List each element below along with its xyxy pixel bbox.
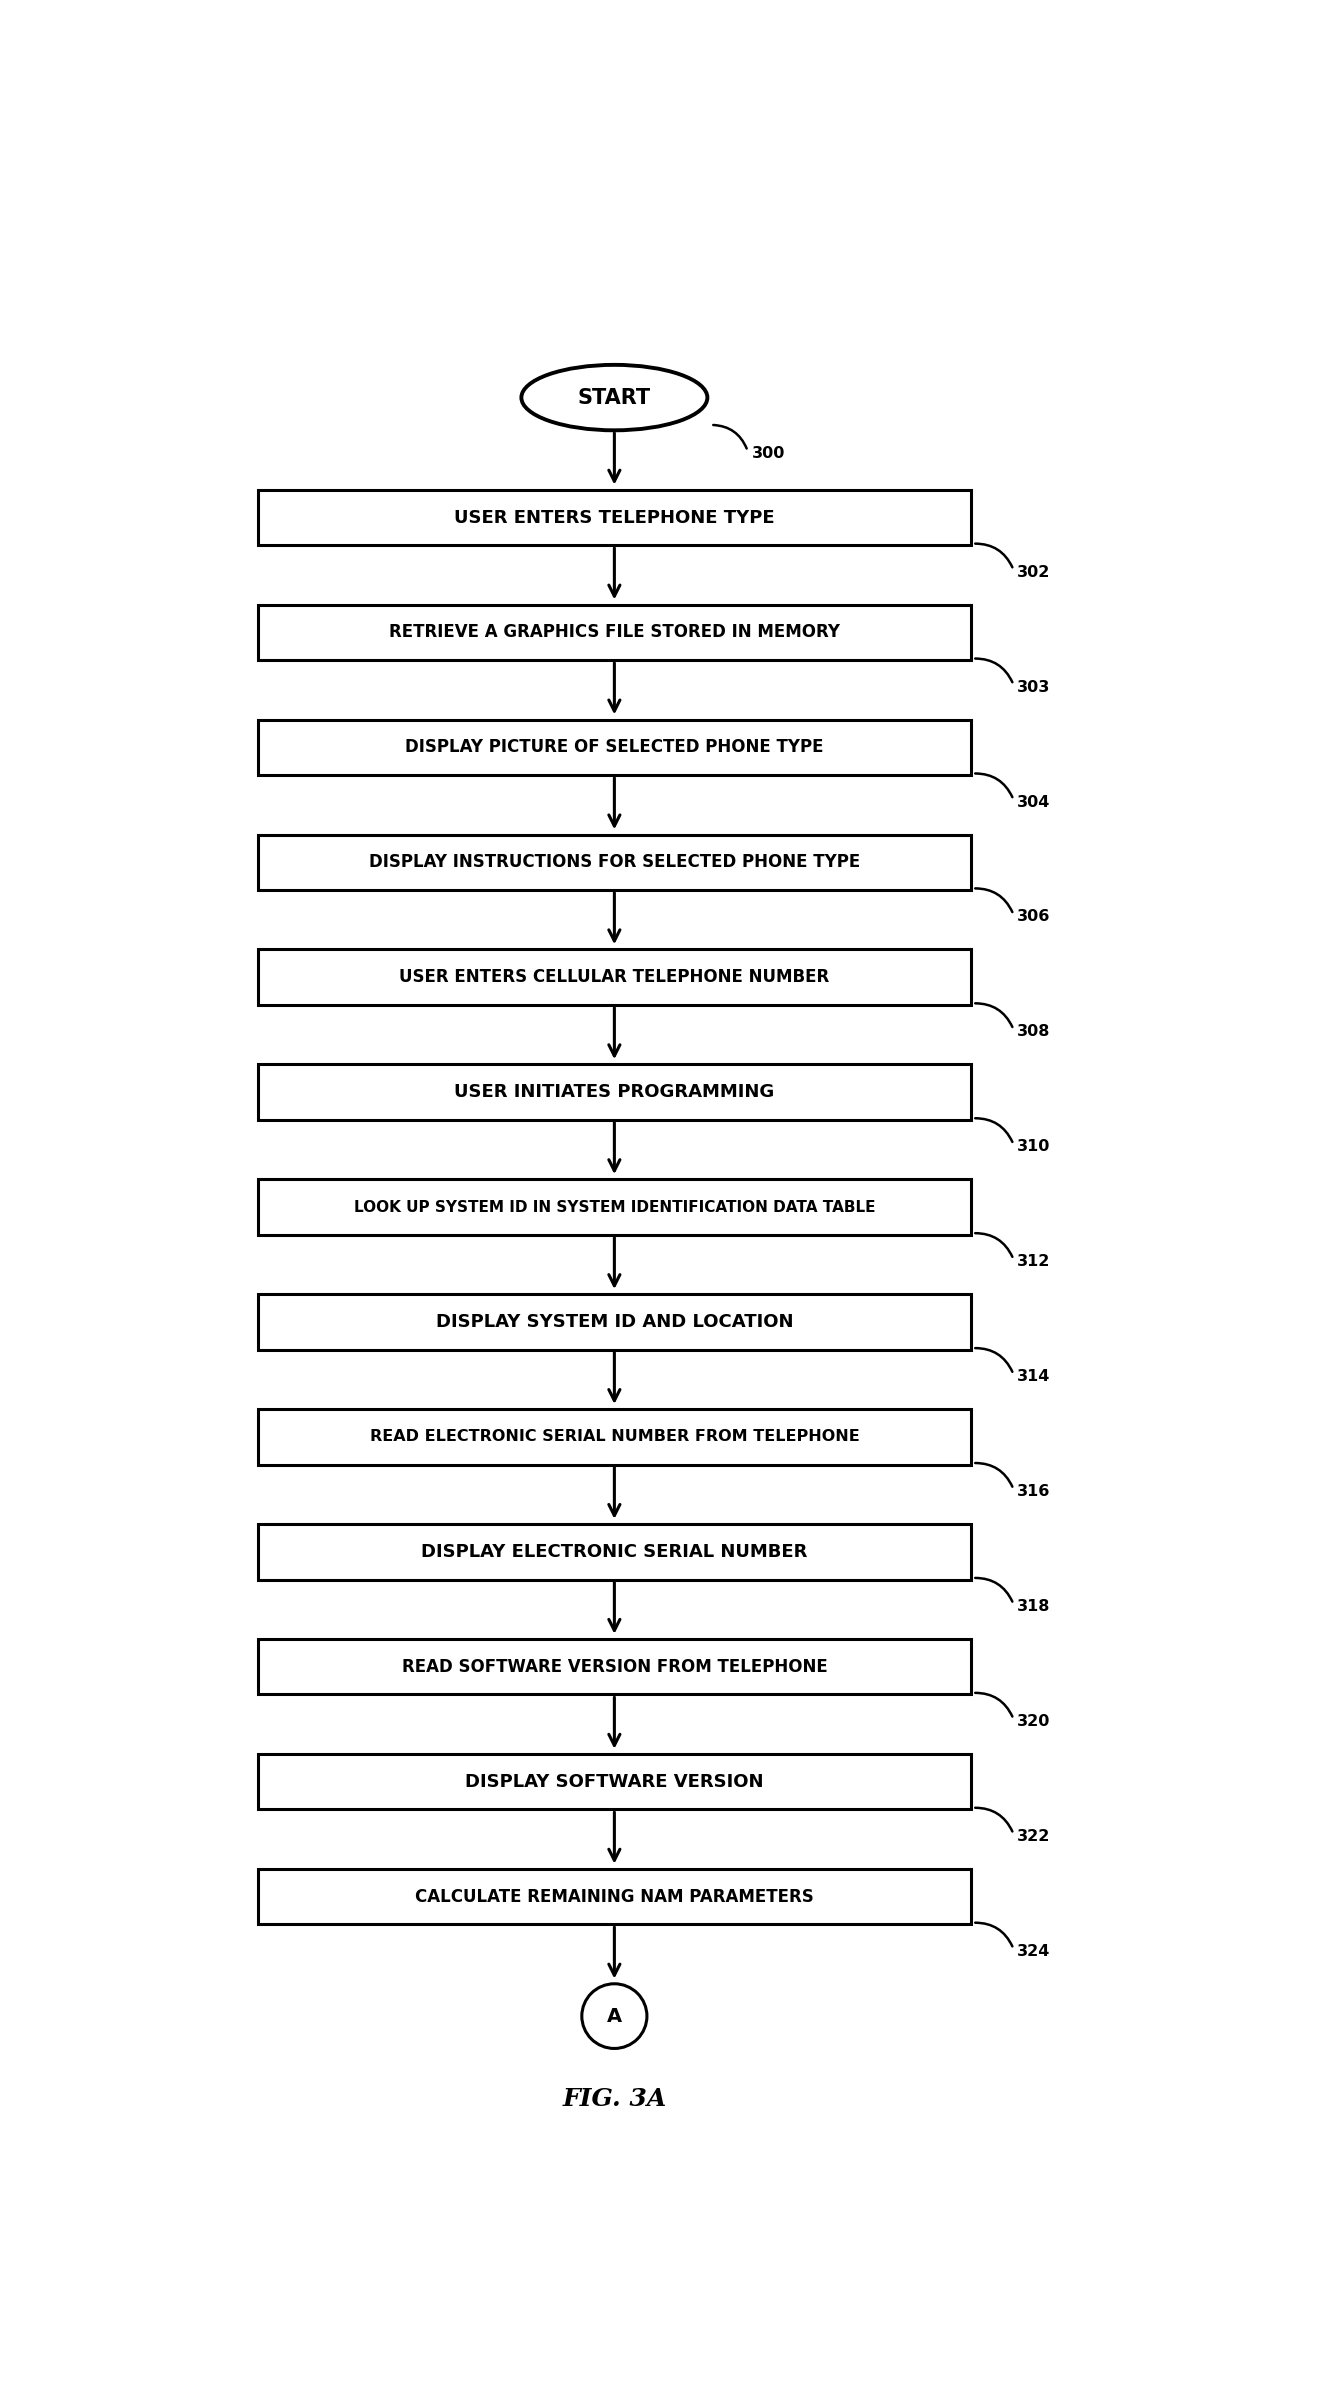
Text: 314: 314 <box>1017 1369 1051 1384</box>
Text: 303: 303 <box>1017 680 1051 694</box>
Text: 300: 300 <box>752 447 785 461</box>
Bar <box>259 1064 971 1119</box>
Ellipse shape <box>521 365 707 430</box>
Bar <box>259 1638 971 1693</box>
Text: LOOK UP SYSTEM ID IN SYSTEM IDENTIFICATION DATA TABLE: LOOK UP SYSTEM ID IN SYSTEM IDENTIFICATI… <box>353 1199 874 1215</box>
Text: 304: 304 <box>1017 795 1051 809</box>
Text: DISPLAY ELECTRONIC SERIAL NUMBER: DISPLAY ELECTRONIC SERIAL NUMBER <box>421 1542 807 1561</box>
Text: 320: 320 <box>1017 1715 1051 1729</box>
Text: A: A <box>607 2006 623 2025</box>
Text: USER ENTERS CELLULAR TELEPHONE NUMBER: USER ENTERS CELLULAR TELEPHONE NUMBER <box>400 968 830 987</box>
Text: 308: 308 <box>1017 1023 1051 1040</box>
Text: DISPLAY PICTURE OF SELECTED PHONE TYPE: DISPLAY PICTURE OF SELECTED PHONE TYPE <box>405 737 823 757</box>
Bar <box>259 1525 971 1581</box>
Text: RETRIEVE A GRAPHICS FILE STORED IN MEMORY: RETRIEVE A GRAPHICS FILE STORED IN MEMOR… <box>389 625 840 641</box>
Bar <box>259 1753 971 1809</box>
Bar <box>259 1410 971 1465</box>
Bar <box>259 721 971 776</box>
Text: 324: 324 <box>1017 1943 1051 1958</box>
Text: CALCULATE REMAINING NAM PARAMETERS: CALCULATE REMAINING NAM PARAMETERS <box>415 1888 814 1905</box>
Text: 312: 312 <box>1017 1254 1051 1268</box>
Text: 316: 316 <box>1017 1484 1051 1499</box>
Text: 310: 310 <box>1017 1139 1051 1155</box>
Text: DISPLAY SYSTEM ID AND LOCATION: DISPLAY SYSTEM ID AND LOCATION <box>435 1314 793 1331</box>
Bar <box>259 1869 971 1924</box>
Text: READ ELECTRONIC SERIAL NUMBER FROM TELEPHONE: READ ELECTRONIC SERIAL NUMBER FROM TELEP… <box>369 1429 859 1444</box>
Bar <box>259 949 971 1004</box>
Text: 306: 306 <box>1017 910 1051 925</box>
Bar <box>259 1295 971 1350</box>
Text: 322: 322 <box>1017 1828 1051 1845</box>
Bar <box>259 490 971 545</box>
Text: USER ENTERS TELEPHONE TYPE: USER ENTERS TELEPHONE TYPE <box>454 509 774 526</box>
Circle shape <box>582 1984 646 2049</box>
Text: DISPLAY INSTRUCTIONS FOR SELECTED PHONE TYPE: DISPLAY INSTRUCTIONS FOR SELECTED PHONE … <box>369 853 860 872</box>
Bar <box>259 1179 971 1235</box>
Text: 318: 318 <box>1017 1600 1051 1614</box>
Text: START: START <box>578 387 652 408</box>
Text: FIG. 3A: FIG. 3A <box>562 2087 666 2111</box>
Bar <box>259 605 971 661</box>
Text: 302: 302 <box>1017 564 1051 579</box>
Text: DISPLAY SOFTWARE VERSION: DISPLAY SOFTWARE VERSION <box>466 1773 764 1789</box>
Text: READ SOFTWARE VERSION FROM TELEPHONE: READ SOFTWARE VERSION FROM TELEPHONE <box>401 1657 827 1677</box>
Text: USER INITIATES PROGRAMMING: USER INITIATES PROGRAMMING <box>454 1083 774 1100</box>
Bar <box>259 833 971 891</box>
